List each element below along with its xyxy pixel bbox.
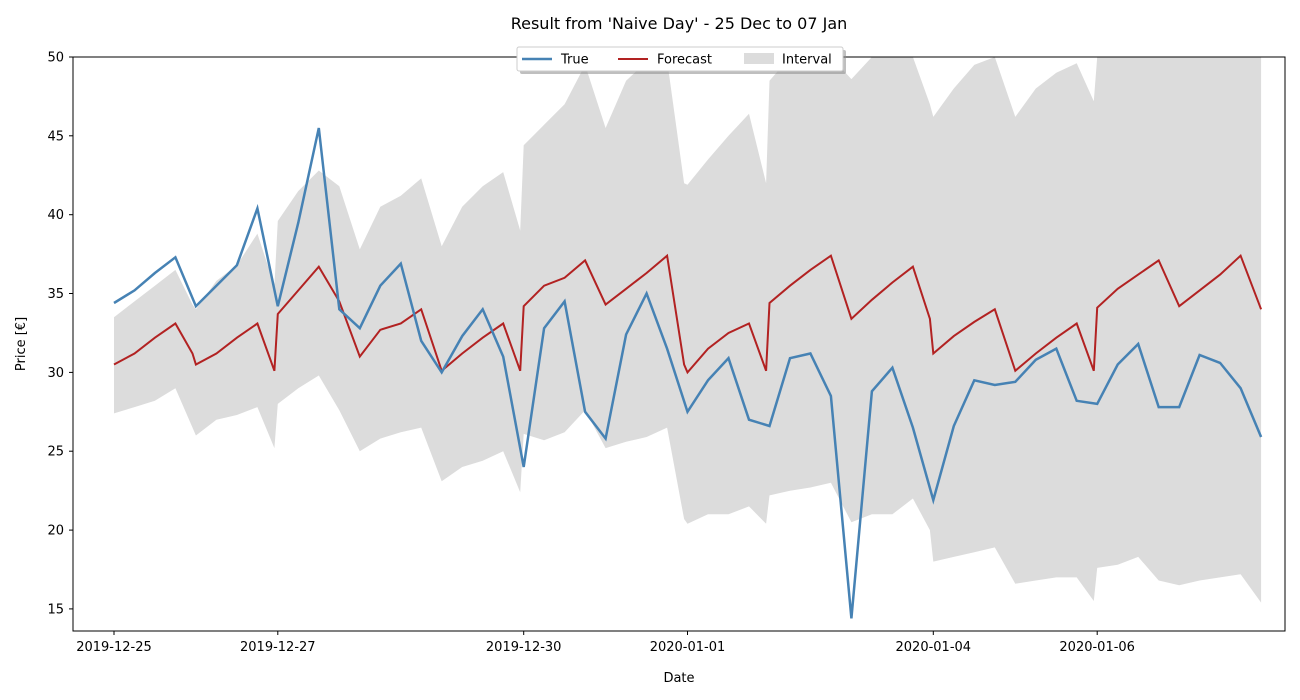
x-tick-label: 2020-01-04 (896, 640, 972, 655)
x-tick-label: 2020-01-01 (650, 640, 726, 655)
y-axis-label: Price [€] (14, 317, 29, 371)
y-tick-label: 40 (47, 208, 64, 223)
legend-interval-swatch (744, 53, 774, 64)
series-forecast-line (113, 253, 1263, 375)
y-tick-label: 45 (47, 129, 64, 144)
x-tick-label: 2019-12-30 (486, 640, 562, 655)
x-tick-label: 2019-12-27 (240, 640, 316, 655)
x-axis-label: Date (663, 671, 694, 686)
x-tick-label: 2020-01-06 (1059, 640, 1135, 655)
plot-area (113, 57, 1263, 619)
y-tick-label: 20 (47, 524, 64, 539)
y-tick-label: 15 (47, 602, 64, 617)
y-tick-label: 30 (47, 366, 64, 381)
x-axis: 2019-12-25 2019-12-27 2019-12-30 2020-01-01… (76, 631, 1135, 655)
y-axis: 15 20 25 30 35 40 45 50 (47, 51, 73, 617)
legend: True Forecast Interval (516, 46, 846, 74)
series-interval-band (114, 57, 1262, 603)
legend-forecast-label: Forecast (657, 53, 712, 68)
series-true-line (113, 127, 1263, 619)
y-tick-label: 35 (47, 287, 64, 302)
x-tick-label: 2019-12-25 (76, 640, 152, 655)
chart-title: Result from 'Naive Day' - 25 Dec to 07 J… (511, 14, 848, 33)
legend-true-label: True (560, 53, 589, 68)
y-tick-label: 50 (47, 51, 64, 66)
y-tick-label: 25 (47, 445, 64, 460)
legend-interval-label: Interval (782, 53, 832, 68)
